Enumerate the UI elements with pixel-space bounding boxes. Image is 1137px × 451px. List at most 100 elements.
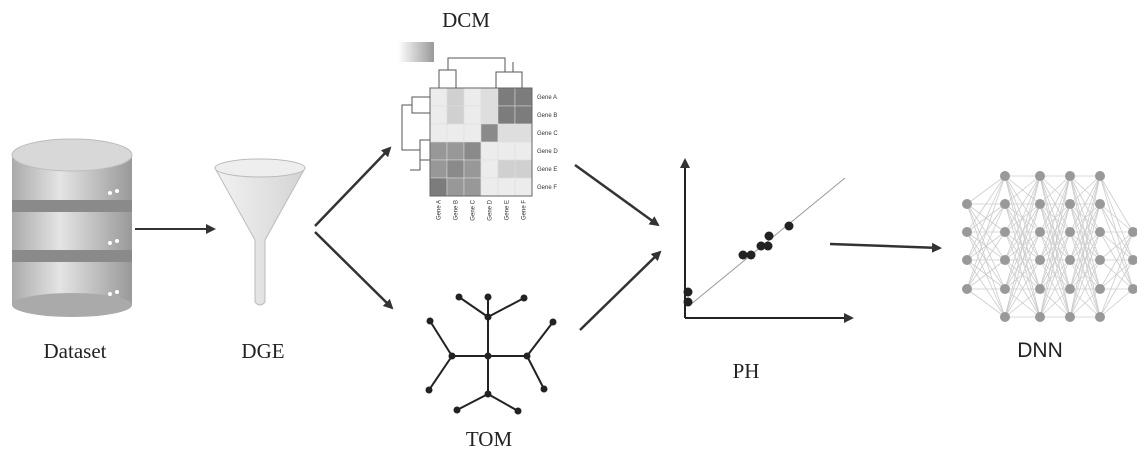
connection [1004,175,1041,205]
neuron [1095,284,1105,294]
ph-plot [680,158,854,323]
connection [966,203,1006,290]
heatmap-cell [429,177,448,197]
edge [487,393,519,412]
heatmap-border [429,87,533,197]
connection [1069,231,1101,318]
connection [966,175,1006,205]
edge [526,321,554,357]
connection [1039,259,1071,318]
connection [1099,175,1134,233]
heatmap-cell [497,159,516,179]
neural-network [962,171,1137,322]
neuron [1065,284,1075,294]
edge [526,355,545,390]
connection [1039,175,1071,290]
node [484,293,492,301]
heatmap-cell [497,141,516,161]
edge [487,297,525,318]
node-label: Dataset [44,339,107,363]
connection [1099,231,1134,318]
node [448,352,456,360]
heatmap-cell [463,123,482,143]
connection [1039,175,1071,205]
neuron [1000,284,1010,294]
arrow [314,146,392,227]
neuron [1095,227,1105,237]
node [549,318,557,326]
edge [429,320,453,357]
heatmap-cell [480,177,499,197]
color-legend [398,42,434,62]
node [426,317,434,325]
col-label: Gene F [522,200,528,220]
heatmap-cell [497,105,516,125]
node [520,294,528,302]
node-label: DNN [1017,339,1063,362]
neuron [1095,199,1105,209]
heatmap-cell [463,159,482,179]
heatmap-cell [480,141,499,161]
connection [1004,288,1041,318]
node [455,293,463,301]
node [484,352,492,360]
dendrogram [401,57,523,171]
node [425,386,433,394]
edge [456,393,489,411]
connection [1004,259,1041,318]
heatmap-cell [429,159,448,179]
neuron [1065,171,1075,181]
row-label: Gene E [537,167,557,173]
connection [1004,231,1041,318]
heatmap-cell [446,105,465,125]
connection [966,259,1006,290]
heatmap-cell [514,87,533,107]
neuron [1065,255,1075,265]
connection [966,175,1006,261]
neuron [1128,284,1137,294]
connection [1069,175,1101,233]
edge [428,355,453,391]
connection [1039,231,1071,318]
connection [1099,259,1134,318]
connection [1004,175,1041,318]
col-label: Gene A [437,200,443,220]
neuron [1000,171,1010,181]
connection [1069,259,1101,318]
connection [1099,203,1134,233]
neuron [962,199,972,209]
connection [966,231,1006,290]
connection [1099,288,1134,318]
funnel-icon [214,158,306,306]
heatmap: Gene A Gene B Gene C Gene D Gene E Gene F Gene… [429,87,558,221]
neuron [1000,255,1010,265]
neuron [1000,227,1010,237]
col-label: Gene D [488,199,494,220]
col-label: Gene E [505,200,511,220]
arrow [829,242,942,253]
heatmap-cell [480,159,499,179]
arrow [314,231,394,310]
neuron [1095,171,1105,181]
heatmap-cell [497,177,516,197]
connection [966,288,1006,318]
connection [1069,175,1101,261]
node [453,406,461,414]
connection [1004,175,1041,233]
node [484,390,492,398]
col-label: Gene B [454,200,460,220]
connection [1039,175,1071,261]
connection [1069,175,1101,205]
heatmap-cell [463,105,482,125]
row-label: Gene D [537,149,558,155]
heatmap-cell [446,141,465,161]
heatmap-cell [429,105,448,125]
neuron [962,227,972,237]
neuron [1065,199,1075,209]
heatmap-cell [429,87,448,107]
connection [966,175,1006,233]
heatmap-cell [446,123,465,143]
connection [1004,175,1041,290]
